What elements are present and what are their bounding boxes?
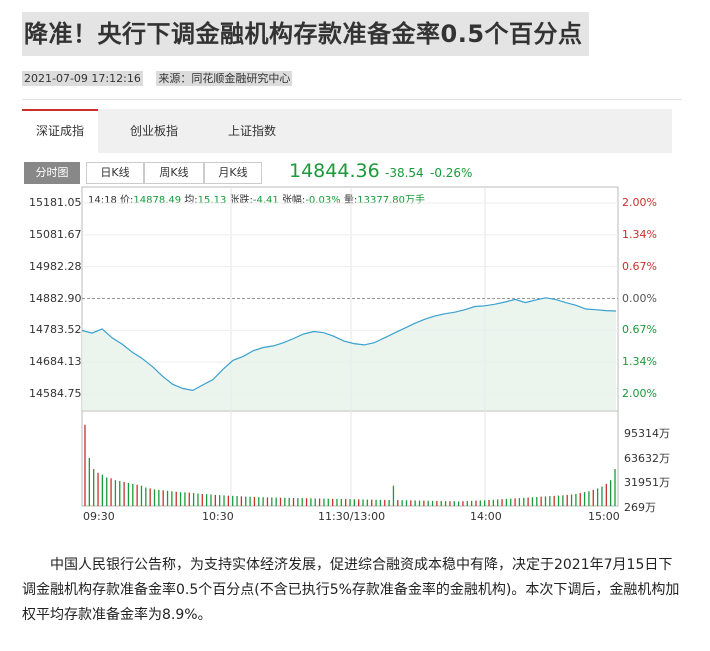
pct-tick-label: 0.00%: [622, 291, 657, 305]
x-tick-label: 09:30: [83, 510, 115, 523]
info-avg-label: 均:: [184, 195, 198, 206]
volume-tick-label: 63632万: [624, 452, 670, 465]
article-datetime: 2021-07-09 17:12:16: [22, 71, 143, 86]
volume-tick-label: 31951万: [624, 476, 670, 489]
tab-szse-component[interactable]: 深证成指: [22, 109, 98, 153]
tab-monthly-k[interactable]: 月K线: [204, 162, 262, 184]
info-avg: 15.13: [197, 195, 227, 206]
price-line: [81, 297, 617, 392]
tab-chinext[interactable]: 创业板指: [129, 124, 178, 138]
info-change-label: 张跌:: [229, 195, 253, 206]
price-area: [82, 297, 616, 410]
y-tick-label: 14684.13: [29, 355, 82, 369]
article-body: 中国人民银行公告称，为支持实体经济发展，促进综合融资成本稳中有降，决定于2021…: [22, 557, 680, 623]
y-tick-label: 14783.52: [29, 323, 82, 337]
tab-intraday[interactable]: 分时图: [24, 162, 80, 184]
article-meta: 2021-07-09 17:12:16 来源：同花顺金融研究中心: [22, 70, 293, 86]
y-tick-label: 14584.75: [29, 386, 82, 400]
info-pct-label: 张幅:: [281, 195, 306, 206]
info-pct: -0.03%: [305, 195, 341, 206]
y-tick-label: 15181.05: [29, 196, 82, 209]
pct-tick-label: 2.00%: [622, 196, 657, 209]
info-price-label: 价:: [120, 195, 134, 206]
x-tick-label: 10:30: [202, 510, 234, 523]
article-source: 来源：同花顺金融研究中心: [156, 71, 293, 86]
divider: [22, 99, 682, 100]
index-tabs: 深证成指 创业板指 上证指数: [22, 109, 672, 153]
x-tick-label: 14:00: [470, 510, 502, 523]
tab-weekly-k[interactable]: 周K线: [144, 162, 204, 184]
pct-tick-label: 1.34%: [622, 227, 657, 241]
pct-tick-label: 0.67%: [622, 323, 657, 337]
intraday-chart[interactable]: [0, 0, 710, 530]
info-volume: 13377.80万手: [357, 195, 425, 206]
x-tick-label: 15:00: [588, 510, 620, 523]
pct-tick-label: 1.34%: [622, 355, 657, 369]
tab-daily-k[interactable]: 日K线: [86, 162, 144, 184]
info-change: -4.41: [252, 195, 279, 206]
pct-tick-label: 2.00%: [622, 386, 657, 400]
price-change-pct: -0.26%: [430, 166, 473, 180]
price-change: -38.54: [385, 166, 424, 180]
x-tick-label: 11:30/13:00: [318, 510, 386, 523]
info-time: 14:18: [88, 195, 117, 206]
tab-sse-composite[interactable]: 上证指数: [227, 124, 276, 138]
volume-tick-label: 269万: [624, 501, 656, 514]
y-tick-label: 15081.67: [29, 227, 82, 241]
article-title: 降准！央行下调金融机构存款准备金率0.5个百分点: [22, 12, 589, 56]
info-price: 14878.49: [133, 195, 182, 206]
current-price: 14844.36: [289, 160, 380, 182]
y-tick-label: 14982.28: [29, 259, 82, 273]
y-tick-label: 14882.90: [29, 291, 82, 305]
pct-tick-label: 0.67%: [622, 259, 657, 273]
volume-tick-label: 95314万: [624, 427, 670, 440]
